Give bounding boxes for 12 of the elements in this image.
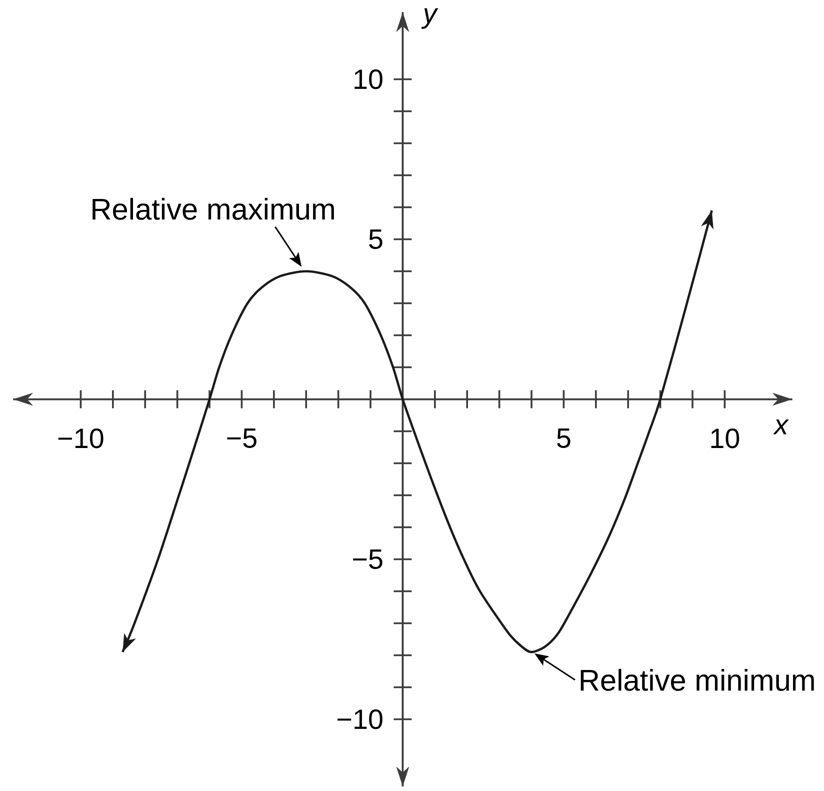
x-tick-label: −10 <box>58 428 104 448</box>
y-axis-title: y <box>421 8 438 29</box>
annotation: Relative maximum <box>92 198 334 220</box>
y-tick-label: 10 <box>354 69 382 90</box>
x-axis-title: x <box>773 419 789 434</box>
y-tick-label: 5 <box>369 230 382 250</box>
x-tick-label: 10 <box>711 428 740 448</box>
x-tick-label: −5 <box>227 428 256 448</box>
y-tick-label: −10 <box>338 709 382 730</box>
x-tick-label: 5 <box>557 428 570 448</box>
annotation: Relative minimum <box>580 668 814 691</box>
y-tick-label: −5 <box>353 550 382 570</box>
